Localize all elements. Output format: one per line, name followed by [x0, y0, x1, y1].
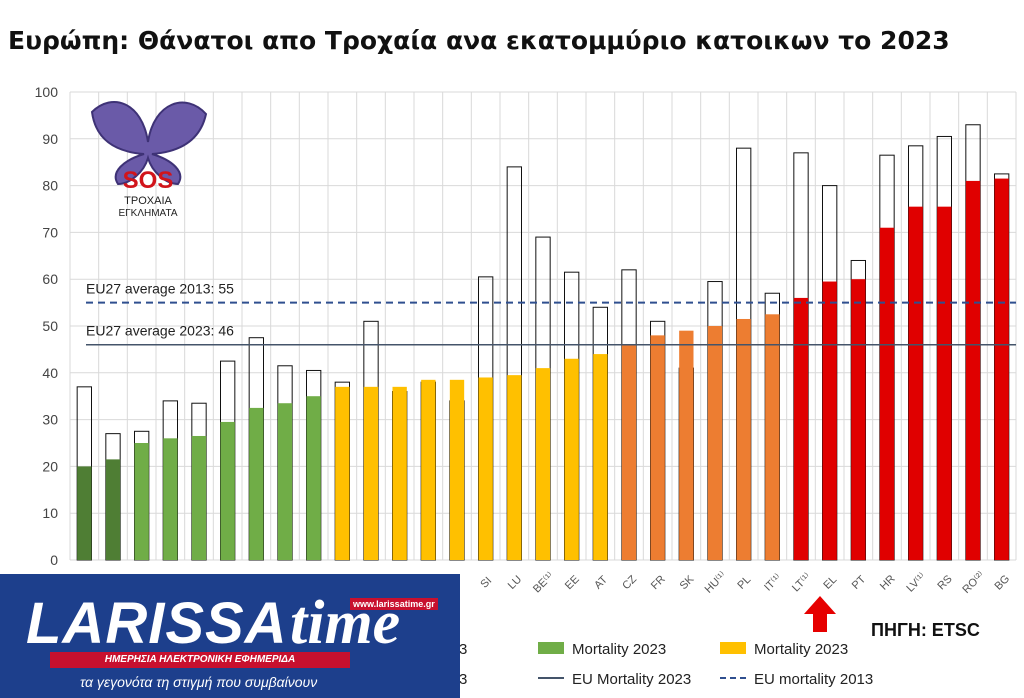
bar-2023: [879, 227, 895, 560]
x-tick-label: HR: [878, 573, 898, 593]
x-tick-label: EL: [821, 574, 839, 592]
bar-2023: [163, 438, 178, 560]
y-tick-label: 0: [50, 552, 58, 568]
chart-title: Ευρώπη: Θάνατοι απο Τροχαία ανα εκατομμύ…: [8, 26, 950, 55]
bar-2023: [679, 330, 694, 560]
logo-text-sub2: ΕΓΚΛΗΜΑΤΑ: [118, 208, 177, 219]
x-tick-label: PT: [850, 573, 869, 592]
bar-2023: [851, 279, 866, 560]
bar-2023: [363, 386, 379, 560]
reference-line-label: EU27 average 2023: 46: [86, 323, 234, 339]
x-tick-label: RS: [935, 573, 954, 592]
bar-2023: [191, 435, 207, 560]
y-tick-label: 80: [42, 178, 58, 194]
y-tick-label: 90: [42, 131, 58, 147]
bar-2023: [822, 281, 837, 560]
bar-2023: [134, 443, 149, 560]
bar-2023: [77, 466, 92, 560]
bar-2023: [335, 386, 350, 560]
bar-2023: [707, 326, 723, 560]
bar-2023: [908, 206, 923, 560]
bar-2023: [564, 358, 579, 560]
y-tick-label: 40: [42, 365, 58, 381]
legend-label: EU mortality 2013: [754, 671, 873, 688]
x-tick-label: EE: [563, 573, 582, 592]
y-tick-label: 50: [42, 318, 58, 334]
bar-2023: [535, 368, 551, 560]
legend-swatch: [538, 642, 564, 654]
x-tick-label: IT⁽¹⁾: [762, 572, 784, 594]
x-tick-label: SK: [678, 573, 697, 592]
larissatime-banner: LARISSA time www.larissatime.gr ΗΜΕΡΗΣΙΑ…: [0, 574, 460, 698]
y-tick-label: 70: [42, 224, 58, 240]
y-tick-label: 10: [42, 505, 58, 521]
brand-name: LARISSA: [26, 591, 288, 656]
x-tick-label: LV⁽¹⁾: [904, 571, 928, 595]
y-tick-label: 20: [42, 458, 58, 474]
x-tick-label: LU: [506, 573, 524, 591]
bar-2023: [765, 314, 780, 560]
brand-url: www.larissatime.gr: [350, 598, 438, 610]
legend-label: Mortality 2023: [754, 641, 848, 658]
bar-2023: [793, 297, 809, 560]
highlight-arrow-icon: [802, 594, 838, 634]
legend-label: EU Mortality 2023: [572, 671, 691, 688]
x-tick-label: CZ: [620, 573, 639, 592]
x-tick-label: BE⁽¹⁾: [531, 570, 556, 595]
bar-2023: [249, 407, 264, 560]
x-tick-label: SI: [478, 575, 494, 591]
y-tick-label: 100: [35, 84, 59, 100]
bar-2023: [937, 206, 952, 560]
reference-line-label: EU27 average 2013: 55: [86, 281, 234, 297]
x-tick-label: BG: [993, 573, 1013, 593]
bar-2023: [421, 379, 436, 560]
x-tick-label: LT⁽¹⁾: [790, 571, 814, 595]
brand-subtitle: ΗΜΕΡΗΣΙΑ ΗΛΕΚΤΡΟΝΙΚΗ ΕΦΗΜΕΡΙΔΑ: [50, 652, 350, 668]
bar-2023: [277, 403, 293, 560]
x-tick-label: HU⁽¹⁾: [703, 569, 729, 595]
x-tick-label: FR: [649, 573, 668, 592]
bar-2023: [994, 178, 1009, 560]
x-tick-label: RO⁽²⁾: [960, 569, 987, 596]
bar-2023: [650, 335, 665, 560]
logo-text-sub1: ΤΡΟΧΑΙΑ: [124, 195, 172, 207]
logo-text-sos: SOS: [123, 167, 174, 194]
bar-2023: [965, 180, 981, 561]
butterfly-icon: [90, 101, 208, 186]
source-label: ΠΗΓΗ: ETSC: [871, 620, 980, 640]
y-tick-label: 30: [42, 412, 58, 428]
brand-tagline: τα γεγονότα τη στιγμή που συμβαίνουν: [80, 674, 318, 690]
bar-2023: [593, 354, 608, 560]
bar-2023: [621, 344, 637, 560]
bar-2023: [736, 318, 751, 560]
bar-2023: [105, 459, 121, 560]
legend-swatch: [720, 642, 746, 654]
bar-2023: [306, 396, 321, 560]
bar-2023: [449, 379, 465, 560]
x-tick-label: PL: [735, 574, 753, 592]
x-tick-label: AT: [592, 574, 610, 592]
y-tick-label: 60: [42, 271, 58, 287]
bar-2023: [392, 386, 407, 560]
bar-2023: [220, 421, 235, 560]
bar-2023: [507, 375, 522, 560]
bar-2023: [478, 377, 493, 560]
sos-logo: SOS ΤΡΟΧΑΙΑ ΕΓΚΛΗΜΑΤΑ: [82, 92, 214, 226]
legend-label: Mortality 2023: [572, 641, 666, 658]
